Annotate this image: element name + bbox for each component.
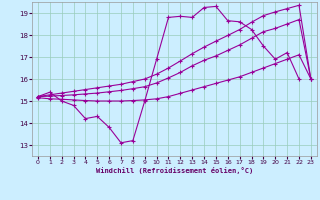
X-axis label: Windchill (Refroidissement éolien,°C): Windchill (Refroidissement éolien,°C) xyxy=(96,167,253,174)
